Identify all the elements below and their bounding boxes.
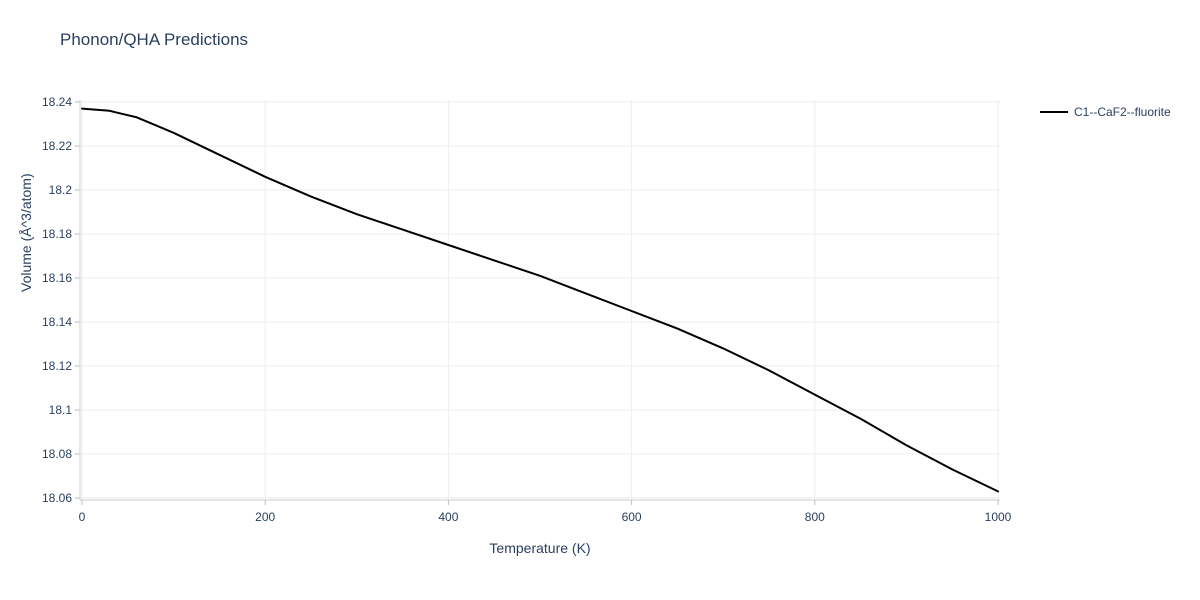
y-tick-label: 18.2 — [49, 183, 72, 197]
y-tick-label: 18.14 — [42, 315, 72, 329]
x-tick-label: 200 — [255, 510, 275, 524]
y-tick-label: 18.1 — [49, 403, 72, 417]
plot-svg — [80, 100, 1000, 500]
y-tick-label: 18.24 — [42, 95, 72, 109]
y-tick-label: 18.12 — [42, 359, 72, 373]
chart-title: Phonon/QHA Predictions — [60, 30, 248, 50]
x-tick-labels: 02004006008001000 — [80, 510, 1000, 530]
y-tick-label: 18.22 — [42, 139, 72, 153]
x-tick-label: 600 — [622, 510, 642, 524]
y-tick-label: 18.18 — [42, 227, 72, 241]
plot-area — [80, 100, 1000, 500]
chart-container: Phonon/QHA Predictions Volume (Å^3/atom)… — [0, 0, 1200, 600]
x-tick-label: 400 — [438, 510, 458, 524]
legend: C1--CaF2--fluorite — [1040, 105, 1171, 119]
legend-swatch — [1040, 111, 1068, 113]
legend-label: C1--CaF2--fluorite — [1074, 105, 1171, 119]
x-tick-label: 1000 — [985, 510, 1012, 524]
x-tick-label: 0 — [79, 510, 86, 524]
x-tick-label: 800 — [805, 510, 825, 524]
y-tick-label: 18.16 — [42, 271, 72, 285]
y-tick-label: 18.08 — [42, 447, 72, 461]
x-axis-label: Temperature (K) — [80, 540, 1000, 556]
y-tick-labels: 18.0618.0818.118.1218.1418.1618.1818.218… — [0, 100, 72, 500]
y-tick-label: 18.06 — [42, 491, 72, 505]
